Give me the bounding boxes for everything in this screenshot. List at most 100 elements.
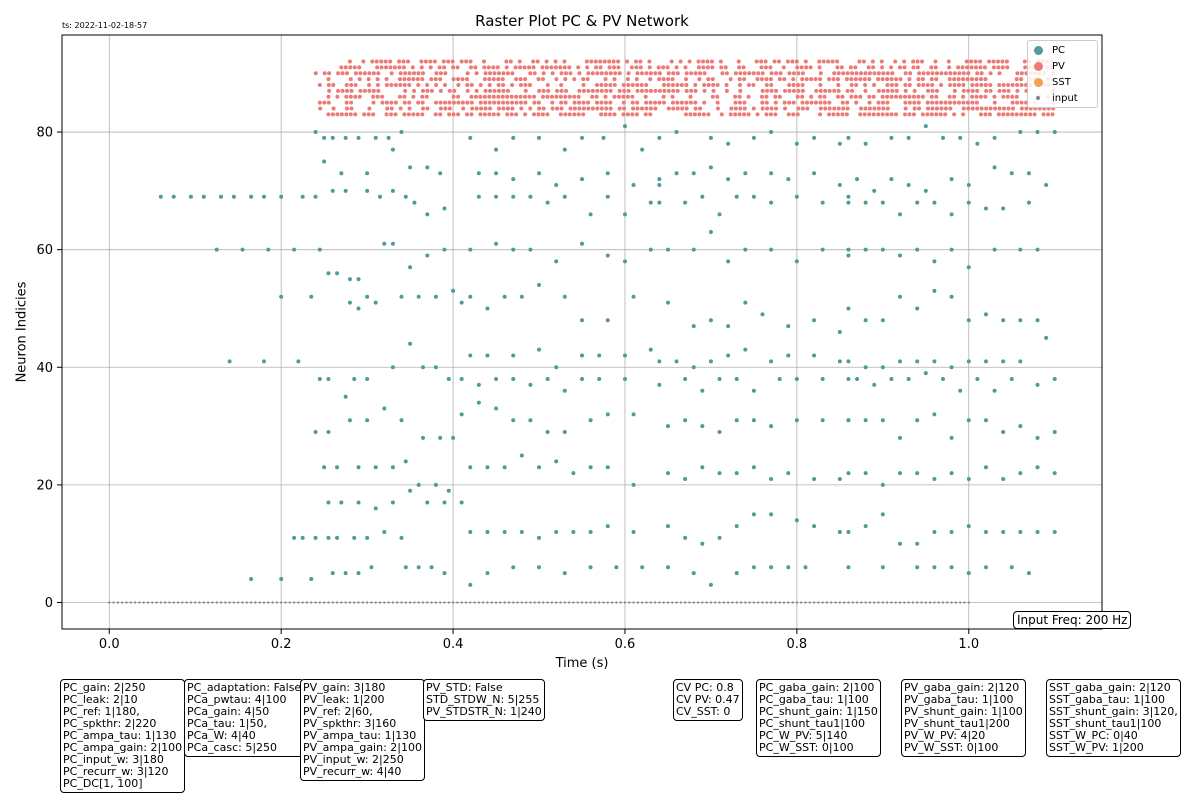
pv-spike	[1006, 88, 1011, 93]
pv-spike	[845, 100, 850, 105]
pv-spike	[697, 112, 702, 117]
pv-spike	[603, 100, 608, 105]
pv-spike	[889, 77, 894, 82]
pc-spike	[390, 465, 395, 470]
pc-spike	[433, 365, 438, 370]
pc-spike	[691, 324, 696, 329]
pc-spike	[554, 459, 559, 464]
pc-spike	[708, 135, 713, 140]
legend-label-input: input	[1052, 92, 1078, 104]
pc-spike	[708, 318, 713, 323]
pv-spike	[836, 106, 841, 111]
input-spike	[121, 601, 124, 604]
pv-spike	[933, 65, 938, 70]
pv-spike	[657, 71, 662, 76]
pv-spike	[411, 77, 416, 82]
pv-spike	[572, 77, 577, 82]
pv-spike	[1015, 88, 1020, 93]
pc-spike	[1035, 435, 1040, 440]
pv-spike	[969, 65, 974, 70]
pc-spike	[992, 247, 997, 252]
pv-spike	[495, 65, 500, 70]
pv-spike	[451, 112, 456, 117]
pv-spike	[889, 65, 894, 70]
pv-spike	[326, 77, 331, 82]
pv-spike	[805, 106, 810, 111]
pv-spike	[443, 106, 448, 111]
pc-spike	[468, 247, 473, 252]
pv-spike	[777, 94, 782, 99]
pc-spike	[889, 377, 894, 382]
pv-spike	[821, 59, 826, 64]
pv-spike	[696, 65, 701, 70]
legend-label-pc: PC	[1052, 44, 1066, 56]
pv-spike	[920, 94, 925, 99]
param-line: PC_spkthr: 2|220	[63, 717, 157, 730]
pc-spike	[317, 377, 322, 382]
pv-spike	[723, 65, 728, 70]
pc-spike	[390, 147, 395, 152]
pv-spike	[474, 106, 479, 111]
pv-spike	[402, 100, 407, 105]
pv-spike	[617, 106, 622, 111]
pv-spike	[644, 88, 649, 93]
pv-spike	[867, 112, 872, 117]
legend-label-sst: SST	[1052, 76, 1071, 88]
input-spike	[679, 601, 682, 604]
pv-spike	[876, 71, 881, 76]
pv-spike	[657, 88, 662, 93]
pv-spike	[751, 71, 756, 76]
pv-spike	[541, 106, 546, 111]
input-spike	[327, 601, 330, 604]
input-spike	[529, 601, 532, 604]
pv-spike	[501, 71, 506, 76]
x-axis-label: Time (s)	[555, 656, 609, 671]
pv-spike	[992, 94, 997, 99]
pv-spike	[867, 106, 872, 111]
pv-spike	[885, 94, 890, 99]
pv-spike	[383, 59, 388, 64]
pv-spike	[389, 106, 394, 111]
pv-spike	[934, 106, 939, 111]
pv-spike	[769, 71, 774, 76]
pv-spike	[827, 100, 832, 105]
pc-spike	[915, 541, 920, 546]
pv-spike	[952, 82, 957, 87]
pc-spike	[769, 247, 774, 252]
pv-spike	[759, 65, 764, 70]
pc-spike	[365, 535, 370, 540]
pc-spike	[726, 177, 731, 182]
pv-spike	[479, 106, 484, 111]
pv-spike	[635, 82, 640, 87]
pc-spike	[343, 135, 348, 140]
input-spike	[709, 601, 713, 604]
input-spike	[284, 601, 287, 604]
pv-spike	[336, 88, 341, 93]
input-spike	[456, 601, 459, 604]
pv-spike	[1010, 82, 1015, 87]
pc-spike	[313, 194, 318, 199]
pv-spike	[419, 65, 424, 70]
pc-spike	[812, 524, 817, 529]
pc-spike	[743, 300, 748, 305]
input-spike	[933, 601, 936, 604]
pv-spike	[653, 88, 658, 93]
input-spike	[778, 601, 781, 604]
pv-spike	[661, 82, 666, 87]
pv-spike	[880, 94, 885, 99]
pv-spike	[644, 82, 649, 87]
pc-spike	[846, 377, 851, 382]
pc-spike	[975, 377, 980, 382]
pc-spike	[451, 288, 456, 293]
pc-spike	[442, 206, 447, 211]
pv-spike	[572, 94, 577, 99]
pc-spike	[580, 377, 584, 382]
pc-spike	[1001, 529, 1006, 534]
pv-spike	[791, 100, 796, 105]
pv-spike	[505, 112, 510, 117]
legend-item-pv: PV	[1034, 59, 1065, 73]
pv-spike	[701, 112, 706, 117]
pv-spike	[809, 94, 814, 99]
pc-spike	[631, 482, 636, 487]
pc-spike	[326, 271, 331, 276]
